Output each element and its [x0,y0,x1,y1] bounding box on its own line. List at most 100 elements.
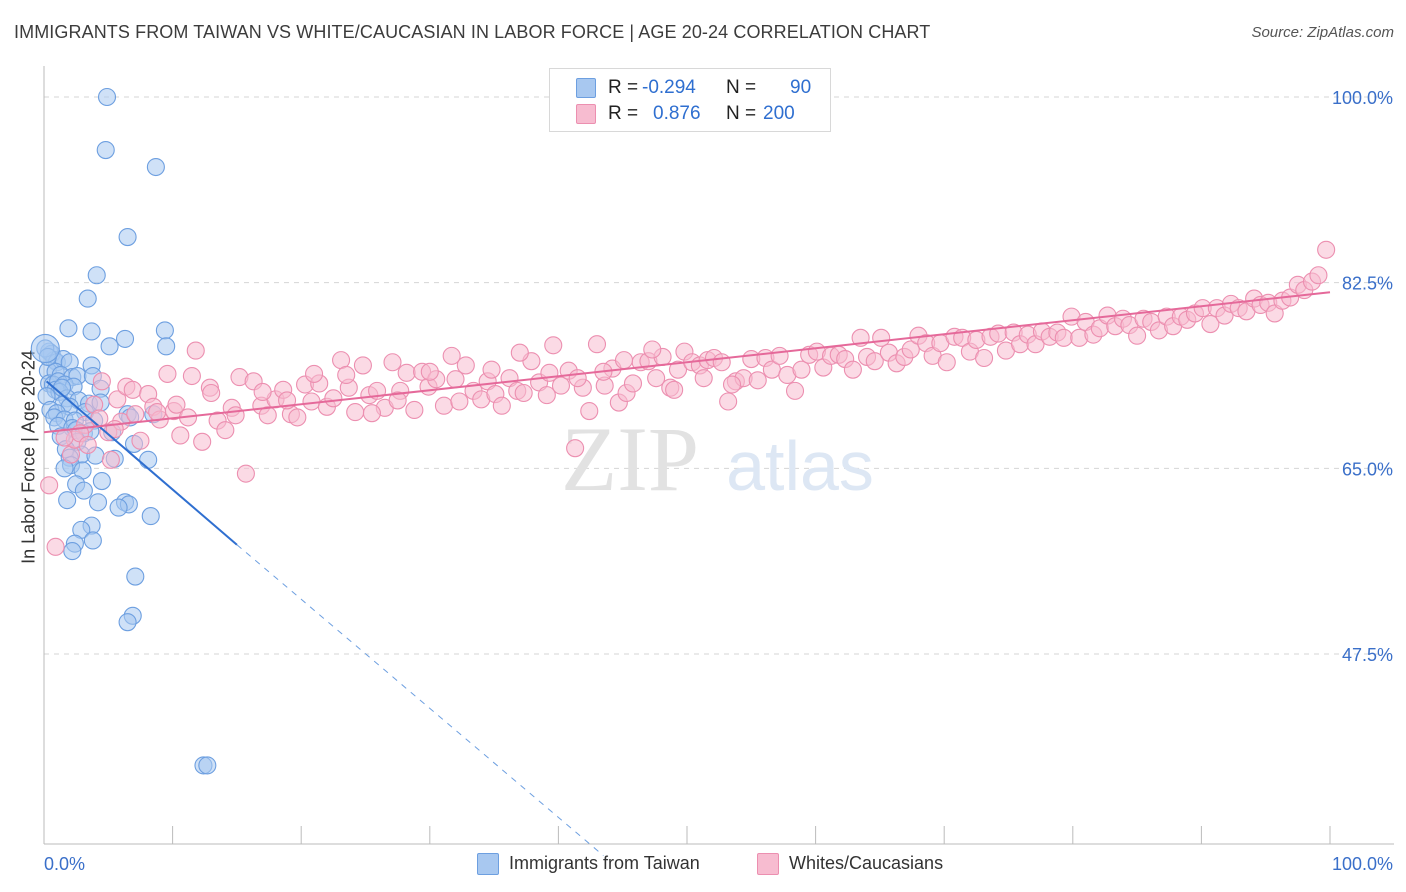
data-point [442,346,461,365]
data-point [88,493,108,512]
trend-line-taiwan-extension [236,544,604,856]
data-point [568,369,587,388]
data-point [202,383,221,403]
data-point [182,366,201,386]
data-point [158,364,177,383]
data-point [397,363,416,382]
data-point [131,431,150,450]
data-point [510,343,529,362]
source-label: Source: ZipAtlas.com [1251,24,1394,41]
legend-n-label: N = [726,77,757,98]
data-point [74,481,93,500]
legend-n-value: 90 [790,77,812,98]
data-point [388,391,407,410]
data-point [337,365,356,385]
data-point [937,353,956,372]
data-point [492,396,511,415]
data-point [872,328,891,347]
data-point [694,369,713,388]
data-point [537,386,556,405]
data-point [668,360,688,379]
data-point [92,372,111,391]
data-point [405,400,424,420]
data-point [719,392,738,411]
legend-r-value: 0.876 [653,103,701,124]
data-point [146,157,165,177]
data-point [186,341,205,360]
data-point [1309,266,1328,285]
bottom-legend-swatch-whites [757,853,779,875]
y-tick-label: 47.5% [1342,645,1393,665]
trend-lines [43,291,1331,856]
data-point [83,531,102,550]
legend-swatch-whites [576,104,596,124]
data-point [288,408,307,427]
data-point [126,567,145,586]
data-point [171,426,190,445]
y-tick-label: 65.0% [1342,459,1393,479]
data-point [722,375,742,394]
data-point [901,340,920,359]
data-point [770,346,789,365]
legend-row-taiwan: R = -0.294 N = 90 [550,75,830,101]
data-point [1054,328,1073,347]
legend-row-whites: R = 0.876 N = 200 [550,101,830,127]
data-point [96,140,115,160]
data-point [109,498,128,517]
data-point [353,356,372,375]
data-point [1317,240,1336,259]
data-point [90,409,109,428]
data-point [58,491,77,510]
data-point [450,392,469,411]
trend-line-whites [43,291,1331,434]
data-point [446,370,465,389]
data-point [587,335,607,354]
series-whites [40,240,1336,556]
data-point [101,450,120,469]
data-point [785,381,805,400]
data-point [1128,326,1147,345]
data-point [82,322,101,341]
legend-n-label: N = [726,103,757,124]
data-point [198,756,217,775]
data-point [346,403,365,422]
legend-r-label: R = [608,77,639,98]
bottom-legend-label-whites: Whites/Caucasians [789,853,944,873]
data-point [514,383,533,403]
data-point [665,380,684,399]
data-point [305,364,324,383]
data-point [544,336,563,355]
data-point [362,404,381,423]
data-point [30,333,60,363]
y-tick-label: 82.5% [1342,274,1393,294]
data-point [148,403,167,422]
watermark-atlas: atlas [726,427,874,505]
data-point [253,382,272,401]
data-point [456,356,475,375]
data-point [97,87,117,107]
data-point [623,374,643,393]
legend-r-value: -0.294 [642,77,696,98]
data-point [383,353,402,372]
data-point [115,329,135,348]
data-point [141,507,160,526]
data-point [1201,314,1220,334]
data-point [712,353,731,372]
data-point [118,227,137,247]
x-tick-label: 0.0% [44,854,85,874]
data-point [59,319,78,338]
data-point [167,395,186,414]
data-point [46,537,65,556]
chart-title: IMMIGRANTS FROM TAIWAN VS WHITE/CAUCASIA… [14,22,931,42]
x-tick-label: 100.0% [1332,854,1393,874]
data-point [324,389,343,408]
data-point [551,376,571,395]
data-point [643,340,662,359]
data-point [226,406,245,425]
data-point [193,432,212,451]
data-point [108,390,127,409]
data-point [155,321,174,340]
data-point [123,380,142,399]
trend-line-taiwan [45,380,238,546]
